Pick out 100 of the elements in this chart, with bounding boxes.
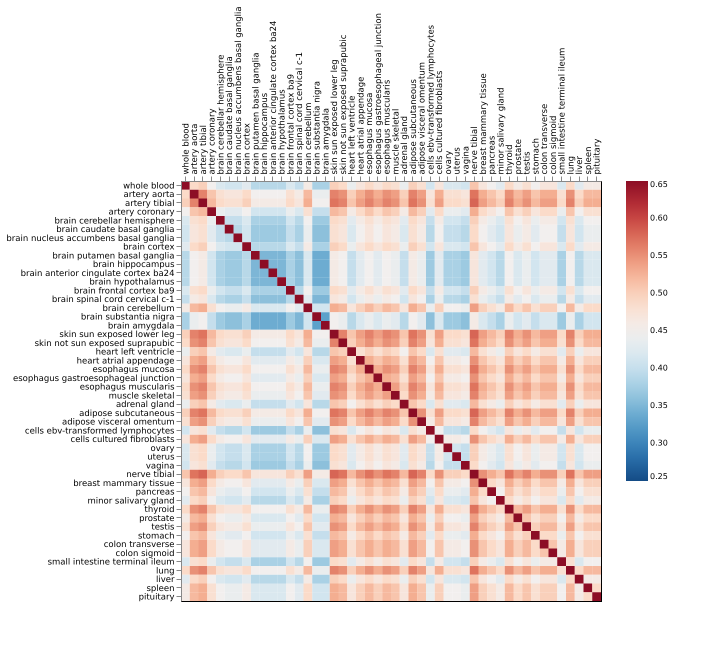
y-tick-label: skin not sun exposed suprapubic [34,338,175,349]
x-tick-label: minor salivary gland [496,87,506,174]
x-tick-label: cells cultured fibroblasts [435,70,446,174]
x-tick-label: liver [575,156,586,174]
x-tick-label: stomach [531,138,542,174]
y-tick-label: brain hippocampus [92,260,176,270]
x-tick-label: spleen [584,146,594,174]
y-tick-label: pancreas [136,488,176,498]
y-tick-label: heart left ventricle [96,348,174,358]
y-tick-label: cells ebv-transformed lymphocytes [24,426,176,436]
y-tick-label: brain frontal cortex ba9 [74,286,174,296]
x-tick-label: brain substantia nigra [312,80,323,174]
x-tick-label: pancreas [488,135,498,174]
x-tick-label: brain cortex [242,123,253,174]
y-tick-label: minor salivary gland [87,496,174,506]
x-tick-label: brain hypothalamus [278,88,288,174]
y-tick-label: prostate [139,514,174,524]
y-tick-label: brain spinal cord cervical c-1 [52,295,174,306]
y-tick-label: colon transverse [104,540,174,550]
y-tick-label: vagina [146,461,174,472]
y-tick-label: esophagus gastroesophageal junction [13,374,174,384]
y-tick-label: lung [156,566,174,576]
x-tick-label: heart left ventricle [348,96,358,174]
y-tick-label: brain caudate basal ganglia [56,225,174,236]
y-tick-label: brain substantia nigra [80,312,174,323]
y-tick-label: brain putamen basal ganglia [52,251,174,262]
x-tick-label: heart atrial appendage [356,76,366,174]
color-bar-label: 0.55 [650,251,668,260]
x-tick-label: brain spinal cord cervical c-1 [295,52,306,174]
x-tick-label: thyroid [505,144,516,174]
color-bar-label: 0.50 [650,288,668,298]
y-tick-label: brain anterior cingulate cortex ba24 [20,268,174,279]
y-tick-label: skin sun exposed lower leg [59,330,174,340]
y-tick-label: artery aorta [124,190,174,200]
y-tick-label: testis [151,522,176,533]
y-tick-label: brain cortex [123,242,174,253]
x-tick-label: breast mammary tissue [478,73,489,174]
x-tick-label: skin not sun exposed suprapubic [338,34,349,174]
x-tick-label: pituitary [592,138,603,174]
y-tick-label: adipose visceral omentum [62,418,174,428]
y-tick-label: thyroid [144,505,174,516]
color-bar-label: 0.35 [650,401,668,410]
y-tick-label: small intestine terminal ileum [48,558,174,568]
color-bar-label: 0.40 [650,364,668,372]
x-tick-label: adrenal gland [400,116,410,174]
x-tick-label: artery tibial [198,124,209,174]
x-tick-label: small intestine terminal ileum [558,48,568,174]
y-tick-label: brain amygdala [108,321,174,332]
x-tick-label: adipose subcutaneous [408,78,419,174]
x-tick-label: esophagus gastroesophageal junction [374,13,384,174]
color-bar-label: 0.25 [650,472,668,481]
y-tick-label: adrenal gland [116,400,174,410]
color-bar-label: 0.65 [650,180,668,189]
x-tick-label: skin sun exposed lower leg [330,59,340,174]
y-tick-label: heart atrial appendage [76,356,174,366]
y-tick-label: spleen [146,584,174,594]
x-tick-label: colon sigmoid [548,116,559,174]
y-tick-label: pituitary [138,592,174,603]
y-tick-label: breast mammary tissue [73,478,174,489]
x-tick-label: muscle skeletal [391,108,402,174]
y-tick-label: cells cultured fibroblasts [70,435,176,446]
x-tick-label: colon transverse [540,104,550,174]
y-tick-label: artery coronary [108,208,174,218]
y-tick-label: esophagus mucosa [92,365,174,376]
color-bar-label: 0.45 [650,326,668,335]
x-tick-label: prostate [514,139,524,174]
x-tick-label: esophagus muscularis [382,79,393,174]
y-tick-label: brain cerebellum [102,304,174,314]
x-tick-label: lung [566,156,576,174]
color-bar-label: 0.30 [650,438,668,448]
y-tick-label: brain nucleus accumbens basal ganglia [6,234,174,244]
x-tick-label: esophagus mucosa [365,92,376,174]
x-tick-label: brain cerebellum [304,102,314,174]
y-tick-label: stomach [138,531,174,542]
x-tick-label: ovary [444,150,454,174]
x-tick-label: uterus [452,146,463,174]
x-tick-label: artery coronary [208,108,218,174]
x-tick-label: brain putamen basal ganglia [251,52,262,174]
y-tick-label: brain hypothalamus [89,278,176,288]
y-tick-label: whole blood [123,181,174,192]
y-tick-label: adipose subcutaneous [79,408,176,419]
x-tick-label: cells ebv-transformed lymphocytes [426,24,436,174]
y-tick-label: muscle skeletal [108,391,174,402]
x-tick-label: brain frontal cortex ba9 [286,74,296,174]
y-tick-label: uterus [147,452,176,463]
y-tick-label: colon sigmoid [116,548,174,559]
x-tick-label: brain hippocampus [260,92,270,174]
y-tick-label: nerve tibial [126,470,174,480]
x-tick-label: brain amygdala [321,108,332,174]
y-tick-label: esophagus muscularis [80,382,176,393]
y-tick-label: liver [156,575,175,586]
color-bar-label: 0.60 [650,214,668,222]
y-tick-label: brain cerebellar hemisphere [54,216,174,226]
x-tick-label: testis [522,150,533,174]
x-tick-label: adipose visceral omentum [418,62,428,174]
x-tick-label: nerve tibial [470,126,480,174]
y-tick-label: artery tibial [124,198,174,209]
x-tick-label: brain anterior cingulate cortex ba24 [268,20,279,174]
x-tick-label: vagina [461,146,472,174]
y-tick-label: ovary [150,444,174,454]
